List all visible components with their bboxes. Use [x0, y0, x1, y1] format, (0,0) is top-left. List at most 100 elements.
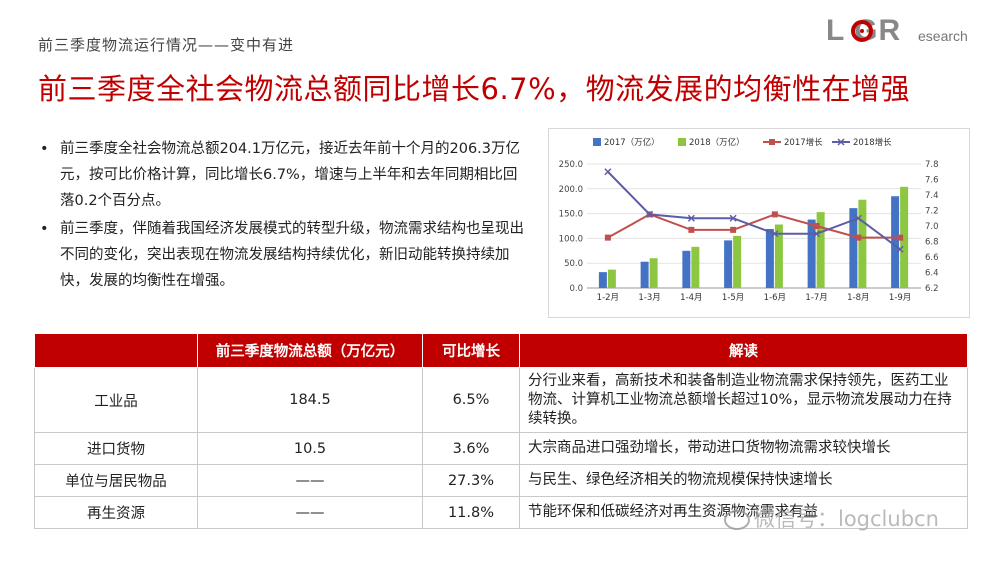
- bar-2017: [598, 272, 607, 288]
- table-header-row: 前三季度物流总额（万亿元） 可比增长 解读: [34, 333, 968, 368]
- bar-2017: [640, 261, 649, 288]
- row-growth: 6.5%: [422, 367, 520, 433]
- bar-2018: [858, 199, 867, 288]
- bar-2018: [691, 246, 700, 288]
- legend-label: 2017（万亿）: [604, 137, 660, 148]
- x-tick-label: 1-3月: [638, 293, 660, 303]
- bullet-marker: •: [40, 221, 49, 237]
- legend-swatch: [593, 138, 601, 146]
- y-right-tick-label: 6.2: [925, 284, 939, 294]
- point-marker: [855, 234, 862, 241]
- bar-2017: [849, 208, 858, 288]
- y-left-tick-label: 200.0: [559, 185, 583, 195]
- row-amount: ——: [197, 496, 423, 529]
- x-tick-label: 1-8月: [847, 293, 869, 303]
- bar-2017: [765, 228, 774, 288]
- row-growth: 11.8%: [422, 496, 520, 529]
- y-right-tick-label: 7.6: [925, 176, 939, 186]
- x-tick-label: 1-4月: [680, 293, 702, 303]
- logo-ring-icon: [851, 20, 873, 42]
- bar-2018: [649, 258, 658, 288]
- y-left-tick-label: 0.0: [569, 284, 583, 294]
- point-marker: [854, 214, 862, 222]
- row-amount: 10.5: [197, 432, 423, 465]
- row-interpretation: 与民生、绿色经济相关的物流规模保持快速增长: [519, 464, 968, 497]
- x-tick-label: 1-9月: [889, 293, 911, 303]
- y-right-tick-label: 7.4: [925, 191, 939, 201]
- row-interpretation: 分行业来看，高新技术和装备制造业物流需求保持领先，医药工业物流、计算机工业物流总…: [519, 367, 968, 433]
- row-category: 单位与居民物品: [34, 464, 198, 497]
- legend-swatch: [678, 138, 686, 146]
- y-right-tick-label: 6.4: [925, 269, 939, 279]
- y-left-tick-label: 250.0: [559, 160, 583, 170]
- legend-marker: [769, 139, 775, 145]
- point-marker: [604, 168, 612, 176]
- row-category: 工业品: [34, 367, 198, 433]
- y-right-tick-label: 7.2: [925, 207, 939, 217]
- bar-2018: [774, 224, 783, 288]
- logo-research: esearch: [918, 28, 968, 44]
- row-interpretation: 大宗商品进口强劲增长，带动进口货物物流需求较快增长: [519, 432, 968, 465]
- y-right-tick-label: 6.6: [925, 253, 939, 263]
- point-marker: [688, 226, 695, 233]
- row-growth: 27.3%: [422, 464, 520, 497]
- point-marker: [687, 214, 695, 222]
- row-category: 进口货物: [34, 432, 198, 465]
- bullet-item: • 前三季度全社会物流总额204.1万亿元，接近去年前十个月的206.3万亿元，…: [36, 136, 526, 214]
- bullet-marker: •: [40, 141, 49, 157]
- point-marker: [730, 226, 737, 233]
- section-subtitle: 前三季度物流运行情况——变中有进: [38, 36, 295, 54]
- wechat-watermark: 微信号：logclubcn: [724, 503, 939, 533]
- table-header-interpretation: 解读: [519, 333, 968, 368]
- bullet-item: • 前三季度，伴随着我国经济发展模式的转型升级，物流需求结构也呈现出不同的变化，…: [36, 216, 526, 294]
- bar-2017: [807, 219, 816, 288]
- bullet-text: 前三季度全社会物流总额204.1万亿元，接近去年前十个月的206.3万亿元，按可…: [60, 141, 521, 209]
- point-marker: [813, 223, 820, 229]
- bar-2018: [900, 186, 909, 288]
- row-category: 再生资源: [34, 496, 198, 529]
- point-marker: [897, 234, 904, 241]
- x-tick-label: 1-6月: [764, 293, 786, 303]
- legend-label: 2018（万亿）: [689, 137, 745, 148]
- point-marker: [896, 245, 904, 253]
- y-right-tick-label: 7.8: [925, 160, 939, 170]
- point-marker: [604, 234, 611, 241]
- bullet-text: 前三季度，伴随着我国经济发展模式的转型升级，物流需求结构也呈现出不同的变化，突出…: [60, 221, 524, 289]
- y-left-tick-label: 100.0: [559, 234, 583, 244]
- x-tick-label: 1-2月: [597, 293, 619, 303]
- point-marker: [646, 210, 654, 218]
- logistics-table: 前三季度物流总额（万亿元） 可比增长 解读 工业品 184.5 6.5% 分行业…: [34, 333, 968, 529]
- watermark-text: 微信号：logclubcn: [754, 507, 939, 531]
- point-marker: [813, 230, 821, 238]
- legend-label: 2018增长: [853, 137, 892, 148]
- bar-2018: [816, 212, 825, 288]
- y-right-tick-label: 6.8: [925, 238, 939, 248]
- point-marker: [729, 214, 737, 222]
- bar-2018: [733, 235, 742, 288]
- y-left-tick-label: 50.0: [564, 259, 583, 269]
- row-growth: 3.6%: [422, 432, 520, 465]
- x-tick-label: 1-5月: [722, 293, 744, 303]
- bar-2018: [607, 269, 616, 288]
- x-tick-label: 1-7月: [805, 293, 827, 303]
- series-line: [607, 171, 901, 251]
- bar-2017: [891, 196, 900, 288]
- y-right-tick-label: 7.0: [925, 222, 939, 232]
- table-row: 单位与居民物品 —— 27.3% 与民生、绿色经济相关的物流规模保持快速增长: [34, 464, 968, 497]
- table-header-blank: [34, 333, 198, 368]
- point-marker: [771, 211, 778, 218]
- row-amount: 184.5: [197, 367, 423, 433]
- wechat-icon: [724, 510, 750, 530]
- bar-2017: [724, 240, 733, 288]
- logistics-chart: 0.0 50.0 100.0 150.0 200.0 250.0 6.2 6.4 6.6 6.8 7…: [548, 128, 970, 318]
- page-title: 前三季度全社会物流总额同比增长6.7%，物流发展的均衡性在增强: [38, 72, 911, 106]
- series-line: [607, 213, 901, 239]
- y-left-tick-label: 150.0: [559, 210, 583, 220]
- point-marker: [771, 230, 779, 238]
- table-header-amount: 前三季度物流总额（万亿元）: [197, 333, 423, 368]
- row-amount: ——: [197, 464, 423, 497]
- table-row: 进口货物 10.5 3.6% 大宗商品进口强劲增长，带动进口货物物流需求较快增长: [34, 432, 968, 465]
- brand-logo: L GR esearch: [826, 14, 976, 50]
- table-row: 工业品 184.5 6.5% 分行业来看，高新技术和装备制造业物流需求保持领先，…: [34, 367, 968, 433]
- legend-marker: [837, 138, 845, 146]
